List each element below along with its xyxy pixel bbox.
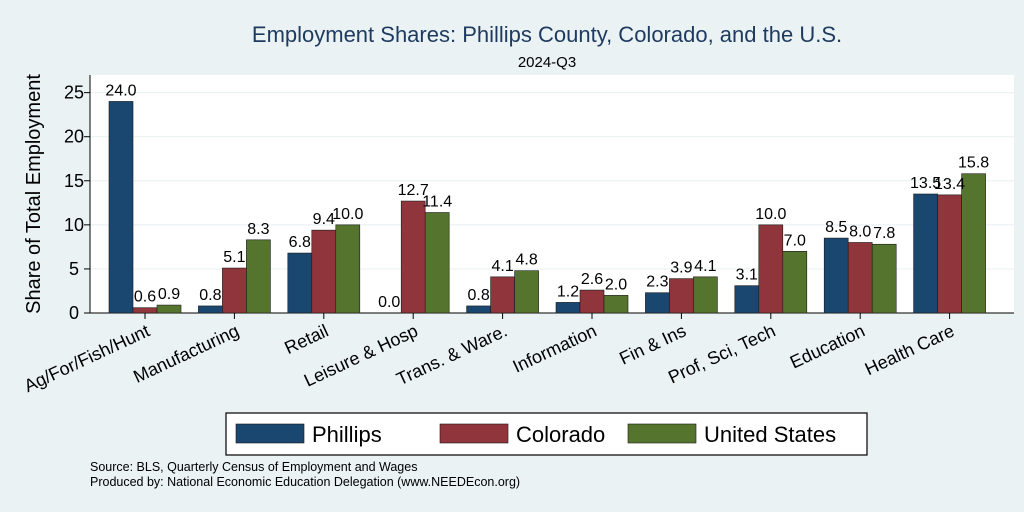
bar [758, 224, 784, 314]
legend-label: Colorado [516, 422, 605, 447]
data-label: 4.1 [491, 258, 513, 275]
data-label: 9.4 [313, 211, 335, 228]
footnotes: Source: BLS, Quarterly Census of Employm… [90, 460, 520, 490]
y-tick-label: 15 [64, 171, 84, 191]
data-label: 4.8 [515, 252, 537, 269]
y-tick-label: 10 [64, 215, 84, 235]
legend-swatch [235, 423, 305, 444]
data-label: 7.0 [784, 232, 806, 249]
data-label: 7.8 [873, 225, 895, 242]
data-label: 8.3 [247, 221, 269, 238]
y-tick-label: 0 [69, 303, 79, 323]
bar [108, 101, 134, 314]
bar [490, 276, 515, 314]
data-label: 4.1 [694, 258, 716, 275]
data-label: 12.7 [398, 182, 429, 199]
bar [579, 289, 605, 314]
data-label: 24.0 [105, 82, 136, 99]
bar [198, 305, 223, 314]
data-label: 6.8 [289, 234, 311, 251]
produced-by-note: Produced by: National Economic Education… [90, 475, 521, 489]
data-label: 8.5 [825, 219, 847, 236]
bar [693, 276, 718, 314]
data-label: 2.0 [605, 276, 627, 293]
data-label: 8.0 [849, 223, 871, 240]
data-label: 0.8 [199, 287, 221, 304]
legend: Phillips Colorado United States [225, 412, 868, 456]
data-label: 0.8 [467, 287, 489, 304]
bar [555, 302, 581, 314]
bars [108, 101, 986, 314]
bar [246, 239, 271, 314]
bar [603, 295, 629, 314]
bar [937, 194, 962, 314]
data-label: 15.8 [958, 155, 989, 172]
legend-swatch [627, 423, 697, 444]
bar [400, 200, 426, 314]
bar [961, 173, 986, 314]
data-label: 3.9 [670, 260, 692, 277]
bar [466, 305, 491, 314]
data-label: 0.0 [378, 294, 400, 311]
bar [222, 267, 247, 314]
y-tick-label: 20 [64, 127, 84, 147]
data-label: 1.2 [557, 283, 579, 300]
chart-title: Employment Shares: Phillips County, Colo… [252, 22, 842, 47]
bar [782, 250, 808, 314]
legend-label: Phillips [312, 422, 382, 447]
data-labels: 24.00.6 0.9 0.85.18.36.89.410.00.012.711.4… [105, 82, 989, 311]
legend-box [225, 412, 868, 456]
bar [734, 285, 760, 314]
bar [913, 193, 938, 314]
bar [335, 224, 361, 314]
bar [424, 212, 450, 314]
data-label: 13.5 [910, 175, 941, 192]
y-axis-label: Share of Total Employment [23, 74, 45, 314]
data-label: 5.1 [223, 249, 245, 266]
bar [514, 270, 539, 314]
data-label: 2.6 [581, 271, 603, 288]
legend-label: United States [704, 422, 836, 447]
y-tick-label: 5 [69, 259, 79, 279]
bar [132, 307, 158, 314]
bar [156, 304, 182, 314]
chart-subtitle: 2024-Q3 [518, 54, 576, 71]
bar [311, 229, 337, 314]
bar [871, 243, 897, 314]
data-label: 3.1 [736, 267, 758, 284]
bar [847, 242, 873, 314]
data-label: 2.3 [646, 274, 668, 291]
bar [287, 252, 313, 314]
source-note: Source: BLS, Quarterly Census of Employm… [90, 460, 418, 474]
data-label: 13.4 [934, 176, 965, 193]
y-tick-label: 25 [64, 83, 84, 103]
data-label: 0.6 [134, 289, 156, 306]
bar [669, 278, 694, 314]
bar [645, 292, 670, 314]
legend-swatch [439, 423, 509, 444]
data-label: 10.0 [755, 206, 786, 223]
data-label: 11.4 [422, 194, 452, 211]
data-label: 10.0 [332, 206, 363, 223]
bar [823, 237, 849, 314]
data-label: 0.9 [158, 286, 180, 303]
